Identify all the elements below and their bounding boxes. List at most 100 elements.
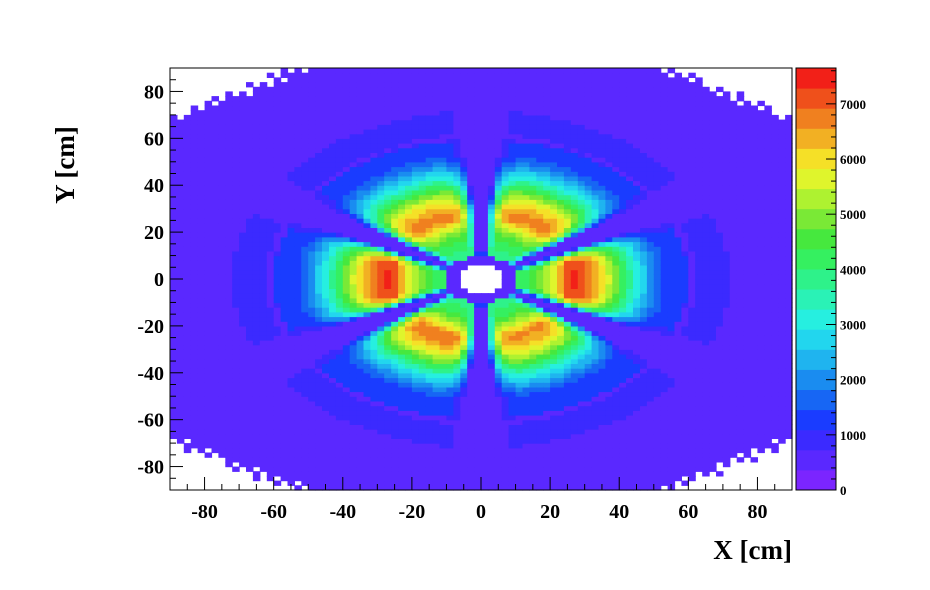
heatmap-cell [301, 396, 309, 402]
heatmap-cell [405, 297, 413, 304]
heatmap-cell [481, 443, 489, 449]
heatmap-cell [294, 274, 302, 280]
heatmap-cell [315, 227, 323, 233]
heatmap-cell [563, 461, 572, 468]
heatmap-cell [266, 232, 275, 238]
heatmap-cell [294, 72, 302, 78]
heatmap-cell [356, 157, 365, 163]
heatmap-cell [487, 152, 496, 158]
heatmap-cell [266, 302, 275, 308]
heatmap-cell [425, 311, 434, 318]
heatmap-cell [252, 204, 261, 210]
heatmap-cell [536, 466, 544, 472]
heatmap-cell [211, 372, 219, 379]
heatmap-cell [225, 307, 233, 313]
heatmap-cell [342, 400, 351, 407]
heatmap-cell [425, 415, 434, 421]
heatmap-cell [232, 377, 240, 383]
heatmap-cell [211, 368, 219, 374]
heatmap-cell [398, 77, 406, 83]
heatmap-cell [563, 330, 572, 336]
heatmap-cell [377, 218, 385, 224]
heatmap-cell [481, 457, 489, 463]
heatmap-cell [557, 110, 565, 116]
heatmap-cell [259, 429, 268, 435]
heatmap-cell [377, 147, 385, 153]
heatmap-cell [487, 171, 496, 177]
heatmap-cell [370, 68, 378, 74]
heatmap-cell [252, 246, 261, 252]
heatmap-cell [170, 391, 178, 397]
heatmap-cell [329, 199, 337, 205]
heatmap-cell [176, 400, 185, 407]
heatmap-cell [183, 260, 192, 266]
heatmap-cell [543, 311, 551, 318]
heatmap-cell [246, 466, 254, 472]
heatmap-cell [384, 377, 392, 383]
heatmap-cell [377, 91, 385, 97]
heatmap-cell [266, 344, 275, 350]
heatmap-cell [494, 166, 503, 172]
heatmap-cell [176, 363, 185, 369]
heatmap-cell [398, 288, 406, 294]
heatmap-cell [204, 204, 213, 210]
heatmap-cell [494, 363, 503, 369]
heatmap-cell [432, 100, 441, 107]
heatmap-cell [308, 143, 316, 149]
heatmap-cell [487, 433, 496, 439]
heatmap-cell [529, 204, 537, 210]
heatmap-cell [294, 316, 302, 322]
heatmap-cell [280, 297, 289, 304]
heatmap-cell [287, 354, 295, 360]
heatmap-cell [239, 208, 247, 214]
heatmap-cell [246, 189, 254, 196]
heatmap-cell [515, 147, 524, 153]
heatmap-cell [308, 283, 316, 289]
heatmap-cell [315, 185, 323, 191]
heatmap-cell [557, 363, 565, 369]
heatmap-cell [453, 82, 461, 88]
heatmap-cell [522, 349, 530, 355]
heatmap-cell [356, 358, 365, 364]
heatmap-cell [474, 405, 482, 411]
heatmap-cell [405, 325, 413, 332]
heatmap-cell [398, 438, 406, 444]
heatmap-cell [218, 269, 226, 275]
heatmap-cell [529, 307, 537, 313]
heatmap-cell [246, 358, 254, 364]
heatmap-cell [218, 199, 226, 205]
heatmap-cell [563, 227, 572, 233]
heatmap-cell [453, 368, 461, 374]
heatmap-cell [425, 199, 434, 205]
heatmap-cell [377, 471, 385, 477]
heatmap-cell [322, 447, 330, 454]
heatmap-cell [418, 246, 427, 252]
heatmap-cell [425, 480, 434, 486]
heatmap-cell [425, 419, 434, 425]
heatmap-cell [563, 363, 572, 369]
heatmap-cell [432, 143, 441, 149]
heatmap-cell [183, 143, 192, 149]
heatmap-cell [391, 133, 399, 139]
heatmap-cell [384, 400, 392, 407]
heatmap-cell [529, 288, 537, 294]
heatmap-cell [522, 185, 530, 191]
heatmap-cell [273, 424, 282, 430]
heatmap-cell [370, 368, 378, 374]
heatmap-cell [543, 471, 551, 477]
heatmap-cell [322, 72, 330, 78]
heatmap-cell [246, 227, 254, 233]
heatmap-cell [266, 461, 275, 468]
heatmap-cell [197, 222, 206, 228]
heatmap-cell [204, 166, 213, 172]
heatmap-cell [266, 260, 275, 266]
heatmap-cell [315, 124, 323, 130]
heatmap-cell [391, 335, 399, 341]
heatmap-cell [474, 241, 482, 247]
heatmap-cell [529, 340, 537, 346]
heatmap-cell [259, 100, 268, 107]
heatmap-cell [329, 232, 337, 238]
heatmap-cell [418, 264, 427, 271]
heatmap-cell [460, 386, 468, 393]
